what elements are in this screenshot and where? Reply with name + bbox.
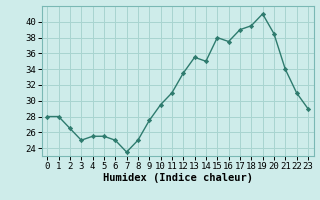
X-axis label: Humidex (Indice chaleur): Humidex (Indice chaleur) [103, 173, 252, 183]
